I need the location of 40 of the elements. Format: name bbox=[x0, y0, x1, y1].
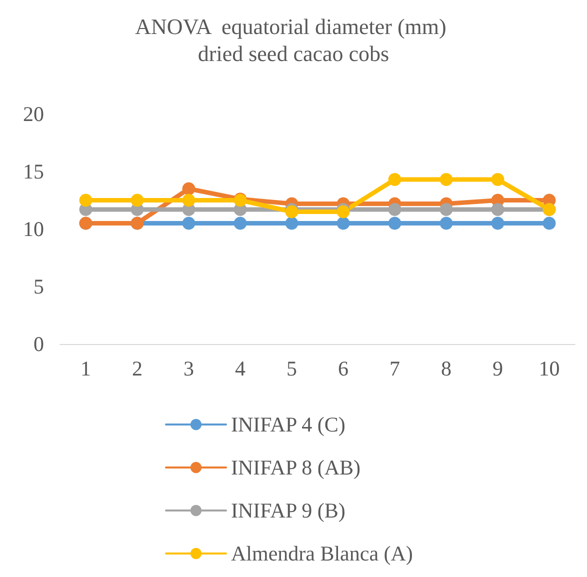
x-tick-label: 9 bbox=[492, 356, 503, 380]
point bbox=[491, 216, 504, 230]
point bbox=[440, 173, 453, 186]
point bbox=[234, 216, 247, 230]
x-tick-label: 8 bbox=[441, 356, 452, 380]
legend-label: INIFAP 4 (C) bbox=[231, 412, 346, 436]
point bbox=[440, 202, 453, 216]
legend-label: INIFAP 8 (AB) bbox=[231, 456, 361, 480]
point bbox=[491, 202, 504, 216]
point bbox=[440, 216, 453, 230]
x-tick-label: 10 bbox=[538, 356, 560, 380]
x-tick-label: 1 bbox=[80, 356, 91, 380]
x-tick-label: 5 bbox=[286, 356, 297, 380]
y-tick-label: 0 bbox=[34, 332, 44, 356]
point bbox=[285, 216, 298, 230]
x-tick-label: 2 bbox=[132, 356, 142, 380]
point bbox=[285, 205, 298, 218]
y-tick-label: 5 bbox=[34, 274, 44, 298]
point bbox=[336, 205, 350, 218]
point bbox=[182, 216, 196, 230]
y-tick-label: 10 bbox=[23, 217, 44, 241]
point bbox=[130, 194, 144, 207]
x-tick-label: 6 bbox=[338, 356, 348, 380]
point bbox=[542, 216, 556, 230]
point bbox=[491, 173, 504, 186]
point bbox=[388, 202, 402, 216]
point bbox=[79, 194, 92, 207]
y-tick-label: 20 bbox=[23, 102, 44, 126]
point bbox=[388, 216, 402, 230]
point bbox=[388, 173, 402, 186]
legend-label: INIFAP 9 (B) bbox=[231, 498, 346, 522]
point bbox=[182, 182, 196, 196]
x-tick-label: 7 bbox=[390, 356, 400, 380]
x-tick-label: 3 bbox=[184, 356, 194, 380]
point bbox=[336, 216, 350, 230]
legend-label: Almendra Blanca (A) bbox=[231, 542, 413, 566]
y-tick-label: 15 bbox=[23, 160, 44, 184]
x-tick-label: 4 bbox=[235, 356, 246, 380]
chart-title: ANOVA equatorial diameter (mm) dried seed cacao cobs bbox=[135, 14, 452, 66]
point bbox=[182, 194, 196, 207]
